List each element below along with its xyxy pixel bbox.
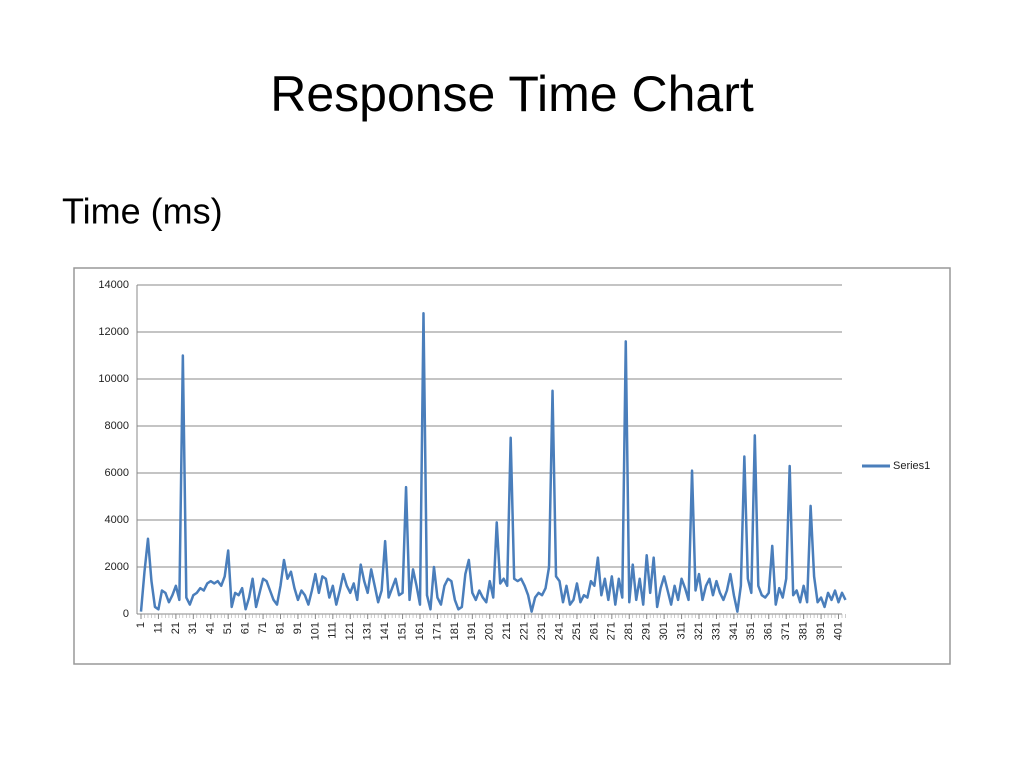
x-tick-label: 191 [466, 622, 478, 640]
x-tick-label: 81 [274, 622, 286, 634]
x-tick-label: 341 [728, 622, 740, 640]
x-tick-label: 61 [240, 622, 252, 634]
x-tick-label: 91 [292, 622, 304, 634]
x-tick-label: 1 [135, 622, 147, 628]
y-axis-label: Time (ms) [62, 191, 223, 232]
x-tick-label: 401 [832, 622, 844, 640]
x-tick-label: 331 [710, 622, 722, 640]
y-tick-label: 4000 [105, 514, 129, 526]
x-tick-label: 111 [327, 622, 339, 639]
x-tick-label: 391 [815, 622, 827, 640]
x-tick-label: 21 [170, 622, 182, 634]
y-tick-label: 12000 [98, 326, 129, 338]
x-tick-label: 251 [571, 622, 583, 640]
x-tick-label: 231 [536, 622, 548, 640]
slide-title: Response Time Chart [270, 66, 754, 122]
y-tick-label: 10000 [98, 373, 129, 385]
x-tick-label: 261 [588, 622, 600, 640]
x-tick-label: 351 [745, 622, 757, 640]
x-tick-label: 241 [553, 622, 565, 640]
x-tick-label: 11 [152, 622, 164, 633]
x-tick-label: 131 [362, 622, 374, 640]
x-tick-label: 221 [519, 622, 531, 640]
y-tick-label: 6000 [105, 467, 129, 479]
data-line [139, 311, 847, 613]
x-tick-label: 41 [205, 622, 217, 634]
y-tick-label: 8000 [105, 420, 129, 432]
x-tick-label: 371 [780, 622, 792, 640]
x-tick-label: 291 [641, 622, 653, 640]
x-tick-label: 361 [763, 622, 775, 640]
x-tick-label: 121 [344, 622, 356, 640]
x-tick-label: 31 [187, 622, 199, 634]
x-tick-label: 151 [396, 622, 408, 640]
x-tick-label: 51 [222, 622, 234, 634]
x-tick-label: 161 [414, 622, 426, 640]
x-tick-label: 141 [379, 622, 391, 640]
x-tick-label: 211 [501, 622, 513, 640]
y-tick-label: 14000 [98, 279, 129, 291]
x-tick-label: 381 [798, 622, 810, 640]
x-tick-label: 301 [658, 622, 670, 640]
x-tick-label: 321 [693, 622, 705, 640]
x-tick-label: 201 [484, 622, 496, 640]
x-tick-label: 311 [675, 622, 687, 640]
x-tick-label: 171 [431, 622, 443, 640]
x-tick-label: 71 [257, 622, 269, 634]
legend-label: Series1 [893, 460, 930, 472]
y-tick-label: 0 [123, 608, 129, 620]
x-tick-label: 281 [623, 622, 635, 640]
y-tick-label: 2000 [105, 561, 129, 573]
x-tick-label: 101 [309, 622, 321, 640]
x-tick-label: 271 [606, 622, 618, 640]
x-tick-label: 181 [449, 622, 461, 640]
